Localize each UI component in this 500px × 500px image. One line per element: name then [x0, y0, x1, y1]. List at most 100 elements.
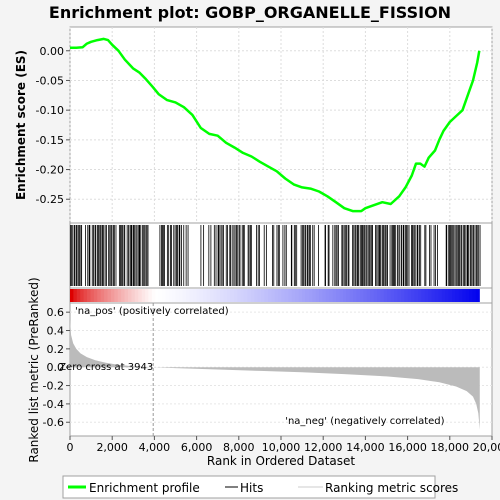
- x-tick-label: 8,000: [223, 441, 255, 454]
- color-bar-segment: [168, 289, 173, 302]
- color-bar-segment: [356, 289, 361, 302]
- color-bar-segment: [462, 289, 467, 302]
- hit-marks: [70, 225, 481, 286]
- zero-cross-label: Zero cross at 3943: [59, 362, 153, 373]
- ranked-color-bar: [70, 289, 480, 302]
- metric-tick-label: 0.2: [47, 343, 65, 356]
- color-bar-segment: [301, 289, 306, 302]
- es-tick-label: -0.25: [36, 193, 64, 206]
- color-bar-segment: [319, 289, 323, 302]
- color-bar-segment: [397, 289, 402, 302]
- x-tick-label: 6,000: [181, 441, 213, 454]
- color-bar-segment: [151, 289, 156, 302]
- enrichment-profile-line: [70, 37, 481, 213]
- color-bar-segment: [261, 289, 265, 302]
- color-bar-segment: [431, 289, 436, 302]
- color-bar-segment: [264, 289, 269, 302]
- color-bar-segment: [240, 289, 245, 302]
- color-bar-segment: [445, 289, 450, 302]
- color-bar-segment: [254, 289, 259, 302]
- color-bar-segment: [83, 289, 88, 302]
- es-axis-ticks: 0.00 -0.05 -0.10 -0.15 -0.20 -0.25: [36, 45, 70, 206]
- x-tick-label: 12,000: [304, 441, 343, 454]
- color-bar-segment: [155, 289, 160, 302]
- color-bar-segment: [291, 289, 296, 302]
- color-bar-segment: [404, 289, 409, 302]
- color-bar-segment: [243, 289, 248, 302]
- color-bar-segment: [349, 289, 354, 302]
- color-bar-segment: [438, 289, 443, 302]
- color-bar-segment: [97, 289, 102, 302]
- negative-correlation-label: 'na_neg' (negatively correlated): [285, 416, 444, 427]
- color-bar-segment: [428, 289, 433, 302]
- color-bar-segment: [448, 289, 453, 302]
- positive-correlation-label: 'na_pos' (positively correlated): [75, 306, 229, 317]
- color-bar-segment: [387, 289, 392, 302]
- color-bar-segment: [455, 289, 460, 302]
- color-bar-segment: [298, 289, 303, 302]
- color-bar-segment: [366, 289, 371, 302]
- metric-axis-label: Ranked list metric (PreRanked): [27, 277, 41, 462]
- color-bar-segment: [339, 289, 344, 302]
- color-bar-segment: [226, 289, 231, 302]
- color-bar-segment: [76, 289, 81, 302]
- color-bar-segment: [145, 289, 149, 302]
- color-bar-segment: [179, 289, 184, 302]
- color-bar-segment: [274, 289, 279, 302]
- x-tick-label: 16,000: [388, 441, 427, 454]
- color-bar-segment: [441, 289, 446, 302]
- es-tick-label: -0.15: [36, 134, 64, 147]
- legend-metric-label: Ranking metric scores: [325, 481, 458, 495]
- x-tick-label: 18,000: [431, 441, 470, 454]
- color-bar-segment: [175, 289, 180, 302]
- color-bar-segment: [288, 289, 293, 302]
- color-bar-segment: [452, 289, 456, 302]
- color-bar-segment: [131, 289, 136, 302]
- ranking-metric-area: [70, 319, 480, 430]
- x-axis-label: Rank in Ordered Dataset: [207, 454, 355, 468]
- color-bar-segment: [93, 289, 98, 302]
- color-bar-segment: [114, 289, 119, 302]
- x-axis-ticks: 0 2,000 4,000 6,000 8,000 10,000 12,000 14,000 1…: [67, 436, 500, 454]
- color-bar-segment: [257, 289, 262, 302]
- color-bar-segment: [233, 289, 238, 302]
- color-bar-segment: [342, 289, 347, 302]
- color-bar-segment: [434, 289, 439, 302]
- color-bar-segment: [216, 289, 221, 302]
- color-bar-segment: [237, 289, 242, 302]
- color-bar-segment: [465, 289, 470, 302]
- color-bar-segment: [148, 289, 153, 302]
- color-bar-segment: [329, 289, 334, 302]
- color-bar-segment: [80, 289, 85, 302]
- color-bar-segment: [421, 289, 426, 302]
- es-tick-label: 0.00: [40, 45, 65, 58]
- color-bar-segment: [312, 289, 317, 302]
- color-bar-segment: [90, 289, 95, 302]
- metric-tick-label: -0.6: [43, 416, 64, 429]
- color-bar-segment: [117, 289, 122, 302]
- x-tick-label: 10,000: [262, 441, 301, 454]
- metric-tick-label: 0.6: [47, 306, 65, 319]
- color-bar-segment: [162, 289, 167, 302]
- color-bar-segment: [359, 289, 364, 302]
- color-bar-segment: [110, 289, 115, 302]
- color-bar-segment: [284, 289, 289, 302]
- color-bar-segment: [192, 289, 197, 302]
- color-bar-segment: [390, 289, 395, 302]
- color-bar-segment: [107, 289, 112, 302]
- color-bar-segment: [250, 289, 255, 302]
- color-bar-segment: [138, 289, 143, 302]
- x-tick-label: 0: [67, 441, 74, 454]
- color-bar-segment: [322, 289, 327, 302]
- color-bar-segment: [407, 289, 412, 302]
- color-bar-segment: [424, 289, 429, 302]
- color-bar-segment: [100, 289, 105, 302]
- color-bar-segment: [363, 289, 368, 302]
- color-bar-segment: [189, 289, 194, 302]
- color-bar-segment: [104, 289, 109, 302]
- color-bar-segment: [182, 289, 187, 302]
- es-gridlines: [69, 27, 493, 223]
- color-bar-segment: [475, 289, 480, 302]
